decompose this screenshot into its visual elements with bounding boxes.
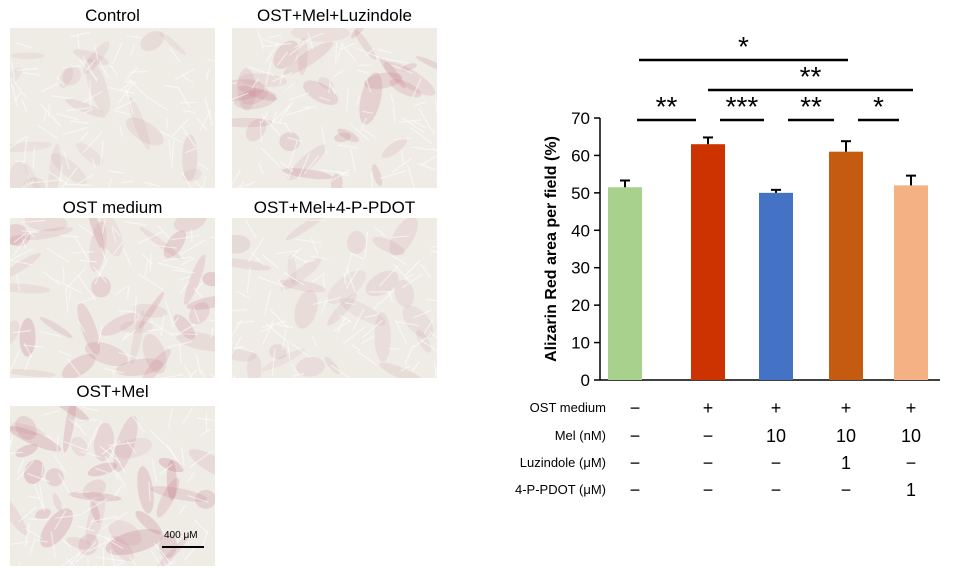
micrograph-image: [232, 28, 437, 188]
significance-label: *: [738, 31, 749, 62]
condition-value: −: [630, 453, 641, 473]
condition-value: −: [841, 480, 852, 500]
y-tick-label: 50: [571, 184, 590, 203]
condition-value: +: [841, 398, 852, 418]
condition-value: 10: [901, 426, 921, 446]
condition-label: Luzindole (μM): [520, 455, 606, 470]
significance-label: **: [800, 91, 822, 122]
condition-label: 4-P-PDOT (μM): [515, 482, 606, 497]
condition-value: −: [771, 453, 782, 473]
y-tick-label: 20: [571, 296, 590, 315]
condition-value: 10: [836, 426, 856, 446]
micrograph-title: OST+Mel+Luzindole: [257, 6, 412, 25]
condition-value: −: [771, 480, 782, 500]
significance-label: **: [656, 91, 678, 122]
condition-value: −: [703, 453, 714, 473]
condition-value: +: [703, 398, 714, 418]
micrograph-title: OST+Mel: [76, 382, 149, 401]
y-tick-label: 60: [571, 146, 590, 165]
bar: [829, 151, 863, 380]
condition-value: −: [703, 480, 714, 500]
y-tick-label: 40: [571, 221, 590, 240]
condition-label: Mel (nM): [555, 428, 606, 443]
bar: [691, 144, 725, 380]
micrograph-ost-medium: OST medium: [10, 192, 215, 380]
condition-value: 1: [906, 480, 916, 500]
condition-value: −: [703, 426, 714, 446]
y-tick-label: 0: [581, 371, 590, 390]
y-tick-label: 70: [571, 109, 590, 128]
condition-value: −: [630, 480, 641, 500]
micrograph-image: [232, 218, 437, 378]
condition-value: −: [630, 398, 641, 418]
micrograph-image: [10, 28, 215, 188]
scale-bar: [162, 546, 204, 548]
bar: [894, 185, 928, 380]
bar-chart: 0 10 20 30 40 50 60 70 Alizarin Red area per fie…: [515, 31, 940, 500]
condition-label: OST medium: [530, 400, 606, 415]
micrograph-control: Control: [10, 0, 215, 190]
micrograph-ost-mel-4p-pdot: OST+Mel+4-P-PDOT: [232, 192, 437, 380]
y-tick-label: 30: [571, 259, 590, 278]
y-tick-label: 10: [571, 334, 590, 353]
micrograph-image: [10, 406, 215, 566]
micrograph-title: OST+Mel+4-P-PDOT: [253, 198, 416, 217]
y-axis-label: Alizarin Red area per field (%): [543, 136, 560, 362]
bar: [608, 187, 642, 380]
condition-value: 1: [841, 453, 851, 473]
condition-value: +: [906, 398, 917, 418]
significance-label: *: [873, 91, 884, 122]
significance-label: **: [800, 61, 822, 92]
micrograph-image: [10, 218, 215, 378]
micrograph-ost-mel: OST+Mel 400 μM: [10, 382, 215, 568]
condition-value: +: [771, 398, 782, 418]
scale-bar-label: 400 μM: [164, 530, 198, 541]
micrograph-title: Control: [85, 6, 140, 25]
micrograph-ost-mel-luzindole: OST+Mel+Luzindole: [232, 0, 437, 190]
micrograph-title: OST medium: [62, 198, 163, 217]
condition-value: 10: [766, 426, 786, 446]
condition-value: −: [906, 453, 917, 473]
bar: [759, 192, 793, 380]
significance-label: ***: [726, 91, 759, 122]
condition-value: −: [630, 426, 641, 446]
